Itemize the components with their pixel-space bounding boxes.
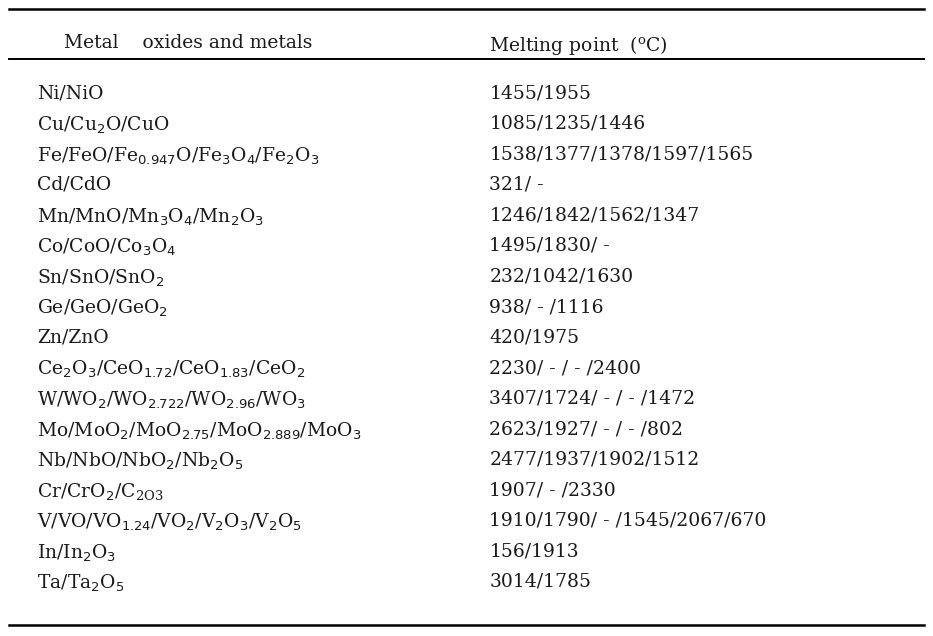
Text: V/VO/VO$_{1.24}$/VO$_2$/V$_2$O$_3$/V$_2$O$_5$: V/VO/VO$_{1.24}$/VO$_2$/V$_2$O$_3$/V$_2$… [36, 512, 301, 533]
Text: 1538/1377/1378/1597/1565: 1538/1377/1378/1597/1565 [489, 146, 754, 163]
Text: Cr/CrO$_2$/C$_{\mathregular{ 2O3}}$: Cr/CrO$_2$/C$_{\mathregular{ 2O3}}$ [36, 481, 163, 502]
Text: 3407/1724/ - / - /1472: 3407/1724/ - / - /1472 [489, 390, 695, 408]
Text: 938/ - /1116: 938/ - /1116 [489, 298, 604, 316]
Text: Zn/ZnO: Zn/ZnO [36, 329, 108, 347]
Text: 156/1913: 156/1913 [489, 543, 579, 560]
Text: 1246/1842/1562/1347: 1246/1842/1562/1347 [489, 207, 700, 225]
Text: Fe/FeO/Fe$_{0.947}$O/Fe$_3$O$_4$/Fe$_2$O$_3$: Fe/FeO/Fe$_{0.947}$O/Fe$_3$O$_4$/Fe$_2$O… [36, 146, 319, 167]
Text: Mo/MoO$_2$/MoO$_{2.75}$/MoO$_{2.889}$/MoO$_3$: Mo/MoO$_2$/MoO$_{2.75}$/MoO$_{2.889}$/Mo… [36, 420, 361, 441]
Text: Sn/SnO/SnO$_2$: Sn/SnO/SnO$_2$ [36, 268, 164, 289]
Text: 321/ -: 321/ - [489, 176, 544, 194]
Text: 1907/ - /2330: 1907/ - /2330 [489, 481, 616, 499]
Text: Co/CoO/Co$_3$O$_4$: Co/CoO/Co$_3$O$_4$ [36, 237, 176, 258]
Text: Metal    oxides and metals: Metal oxides and metals [64, 34, 313, 52]
Text: 1085/1235/1446: 1085/1235/1446 [489, 115, 646, 133]
Text: 1495/1830/ -: 1495/1830/ - [489, 237, 610, 255]
Text: In/In$_2$O$_3$: In/In$_2$O$_3$ [36, 543, 116, 563]
Text: Cd/CdO: Cd/CdO [36, 176, 111, 194]
Text: 2230/ - / - /2400: 2230/ - / - /2400 [489, 359, 641, 377]
Text: W/WO$_2$/WO$_{2.722}$/WO$_{2.96}$/WO$_3$: W/WO$_2$/WO$_{2.722}$/WO$_{2.96}$/WO$_3$ [36, 390, 306, 411]
Text: Ce$_2$O$_3$/CeO$_{1.72}$/CeO$_{1.83}$/CeO$_2$: Ce$_2$O$_3$/CeO$_{1.72}$/CeO$_{1.83}$/Ce… [36, 359, 305, 380]
Text: 2623/1927/ - / - /802: 2623/1927/ - / - /802 [489, 420, 683, 438]
Text: 232/1042/1630: 232/1042/1630 [489, 268, 634, 286]
Text: Nb/NbO/NbO$_2$/Nb$_2$O$_5$: Nb/NbO/NbO$_2$/Nb$_2$O$_5$ [36, 451, 243, 472]
Text: Ni/NiO: Ni/NiO [36, 84, 104, 102]
Text: 2477/1937/1902/1512: 2477/1937/1902/1512 [489, 451, 700, 469]
Text: 420/1975: 420/1975 [489, 329, 579, 347]
Text: Ge/GeO/GeO$_2$: Ge/GeO/GeO$_2$ [36, 298, 168, 319]
Text: 3014/1785: 3014/1785 [489, 573, 592, 591]
Text: Mn/MnO/Mn$_3$O$_4$/Mn$_2$O$_3$: Mn/MnO/Mn$_3$O$_4$/Mn$_2$O$_3$ [36, 207, 264, 228]
Text: Melting point  ($\mathregular{^{o}}$C): Melting point ($\mathregular{^{o}}$C) [489, 34, 668, 57]
Text: Cu/Cu$_2$O/CuO: Cu/Cu$_2$O/CuO [36, 115, 170, 136]
Text: 1910/1790/ - /1545/2067/670: 1910/1790/ - /1545/2067/670 [489, 512, 767, 530]
Text: 1455/1955: 1455/1955 [489, 84, 592, 102]
Text: Ta/Ta$_2$O$_5$: Ta/Ta$_2$O$_5$ [36, 573, 124, 594]
